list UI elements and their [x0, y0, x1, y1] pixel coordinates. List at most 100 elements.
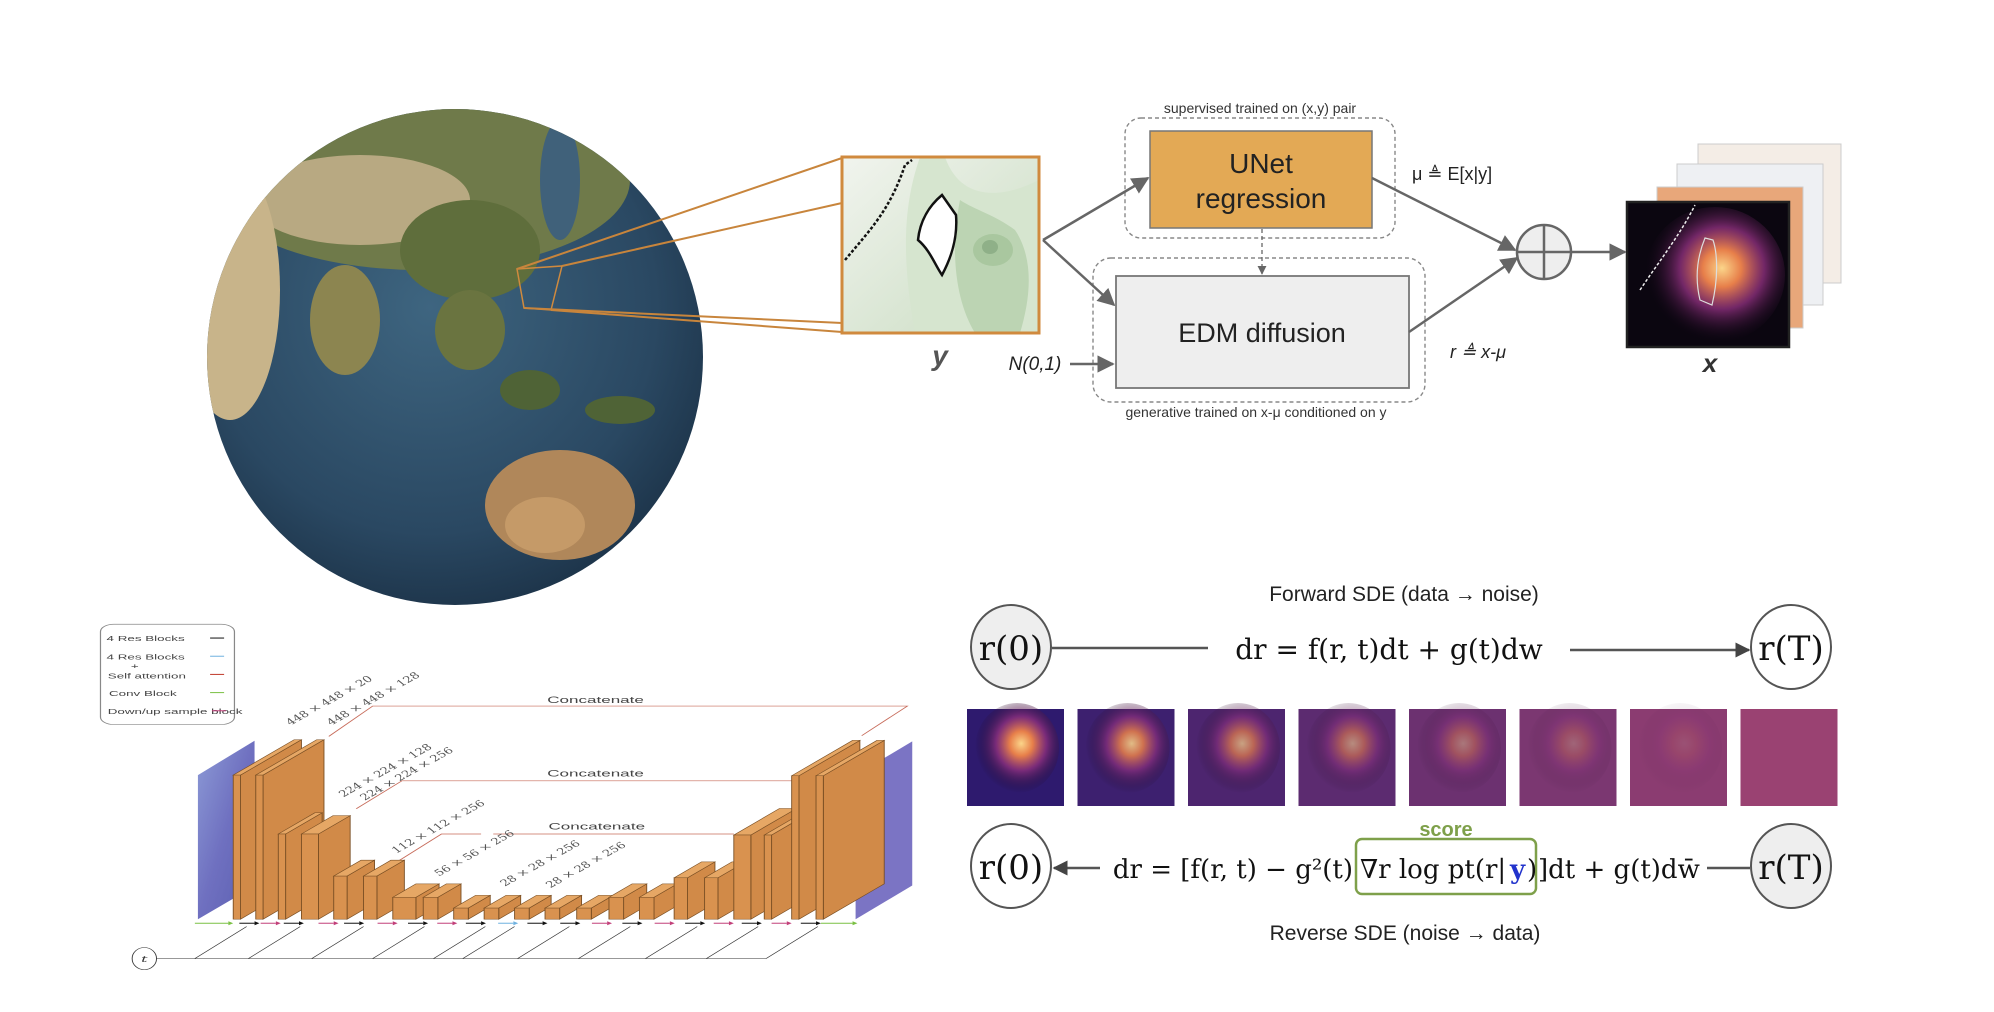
unet-block — [513, 894, 553, 920]
flow-arrow — [283, 921, 304, 926]
diffusion-noise-strip — [967, 703, 1838, 806]
flow-arrow — [820, 921, 858, 926]
skip-connections — [328, 705, 909, 863]
noise-step-image — [1740, 709, 1838, 806]
time-connector — [433, 926, 486, 959]
flow-arrow — [465, 921, 486, 926]
flow-arrow — [260, 921, 281, 926]
sum-operator-icon — [1515, 223, 1573, 281]
unet-block — [452, 894, 492, 920]
score-close: ) — [1527, 855, 1537, 885]
flow-arrow — [741, 921, 762, 926]
time-connector — [578, 926, 631, 959]
svg-text:r(0): r(0) — [979, 848, 1043, 888]
time-label: t — [141, 954, 148, 964]
dimension-label: 56 × 56 × 256 — [430, 828, 519, 877]
time-connector — [248, 926, 301, 959]
unet-block — [638, 883, 679, 920]
flow-arrow — [437, 921, 458, 926]
time-embedding — [131, 926, 819, 970]
score-term: ∇r log pt(r| — [1360, 855, 1506, 885]
time-connector — [372, 926, 425, 959]
input-label-y: y — [930, 340, 949, 371]
legend-label-res-attn: 4 Res Blocks — [107, 653, 186, 661]
flow-arrow — [527, 921, 548, 926]
legend-label-sample: Down/up sample block — [108, 708, 243, 716]
flow-arrow — [560, 921, 581, 926]
noise-step-image — [1630, 703, 1727, 806]
dimension-label: 28 × 28 × 256 — [495, 838, 585, 888]
reverse-end-node: r(T) — [1750, 823, 1832, 909]
earth-globe — [207, 109, 703, 605]
concat-label: Concatenate — [547, 695, 644, 705]
flow-arrow — [239, 921, 260, 926]
input-map-y — [840, 155, 1041, 335]
unet-block — [814, 739, 886, 920]
flow-arrow — [685, 921, 706, 926]
flow-arrow — [800, 921, 821, 926]
edm-label: EDM diffusion — [1178, 318, 1346, 348]
concat-label: Concatenate — [547, 768, 644, 778]
flow-arrow — [591, 921, 613, 926]
score-y-term: y — [1509, 855, 1526, 885]
concat-label: Concatenate — [548, 821, 645, 831]
time-connector — [765, 926, 819, 959]
edm-diffusion-box — [1115, 275, 1410, 389]
zoom-connector-lines — [516, 157, 843, 333]
noise-step-image — [1188, 703, 1285, 806]
unet-block — [483, 894, 522, 920]
unet-block — [575, 894, 615, 920]
flow-arrow — [344, 921, 365, 926]
score-box — [1354, 837, 1538, 896]
unet-label-line1: UNet — [1229, 148, 1293, 179]
reverse-sde-title: Reverse SDE (noise → data) — [1270, 922, 1541, 945]
dimension-label: 28 × 28 × 256 — [541, 840, 631, 890]
legend: 4 Res Blocks 4 Res Blocks + Self attenti… — [99, 623, 243, 725]
svg-text:r(T): r(T) — [1758, 848, 1823, 888]
forward-end-node: r(T) — [1750, 604, 1832, 690]
forward-equation: dr = f(r, t)dt + g(t)dw — [1235, 633, 1543, 666]
residual-label: r ≜ x-μ — [1450, 342, 1506, 362]
score-label: score — [1419, 819, 1472, 841]
generative-group — [1092, 257, 1426, 403]
flow-arrow — [713, 921, 734, 926]
output-label-x: x — [1701, 348, 1719, 378]
flow-arrow — [771, 921, 792, 926]
time-connector — [462, 926, 515, 959]
unet-regression-box — [1149, 130, 1373, 229]
noise-step-image — [1519, 703, 1617, 806]
flow-arrow — [318, 921, 339, 926]
flow-arrow — [654, 921, 675, 926]
output-image-stack — [1625, 143, 1842, 349]
time-connector — [706, 926, 759, 959]
supervised-caption: supervised trained on (x,y) pair — [1164, 100, 1357, 116]
supervised-group — [1124, 117, 1396, 239]
time-connector — [645, 926, 698, 959]
noise-label: N(0,1) — [1009, 354, 1062, 375]
reverse-start-node: r(0) — [970, 823, 1052, 909]
unet-blocks — [232, 739, 886, 920]
mu-label: μ ≜ E[x|y] — [1412, 164, 1492, 184]
unet-block — [607, 883, 648, 920]
noise-step-image — [967, 703, 1064, 806]
legend-label-res: 4 Res Blocks — [107, 635, 186, 643]
reverse-equation-left: dr = [f(r, t) − g²(t) — [1113, 855, 1353, 885]
noise-step-image — [1077, 703, 1175, 806]
pipeline-arrows — [1042, 176, 1627, 373]
time-connector — [194, 926, 247, 959]
flow-arrows — [194, 921, 858, 926]
unet-architecture: 4 Res Blocks 4 Res Blocks + Self attenti… — [99, 623, 913, 970]
flow-arrow — [498, 921, 519, 926]
flow-arrow — [622, 921, 643, 926]
svg-text:r(0): r(0) — [979, 629, 1043, 669]
legend-label-plus: + — [131, 662, 139, 670]
time-connector — [517, 926, 570, 959]
flow-arrow — [377, 921, 398, 926]
noise-step-image — [1298, 703, 1396, 806]
time-connector — [311, 926, 364, 959]
noise-step-image — [1409, 703, 1506, 806]
generative-caption: generative trained on x-μ conditioned on… — [1125, 404, 1386, 420]
unet-block — [543, 894, 583, 920]
forward-start-node: r(0) — [970, 604, 1052, 690]
